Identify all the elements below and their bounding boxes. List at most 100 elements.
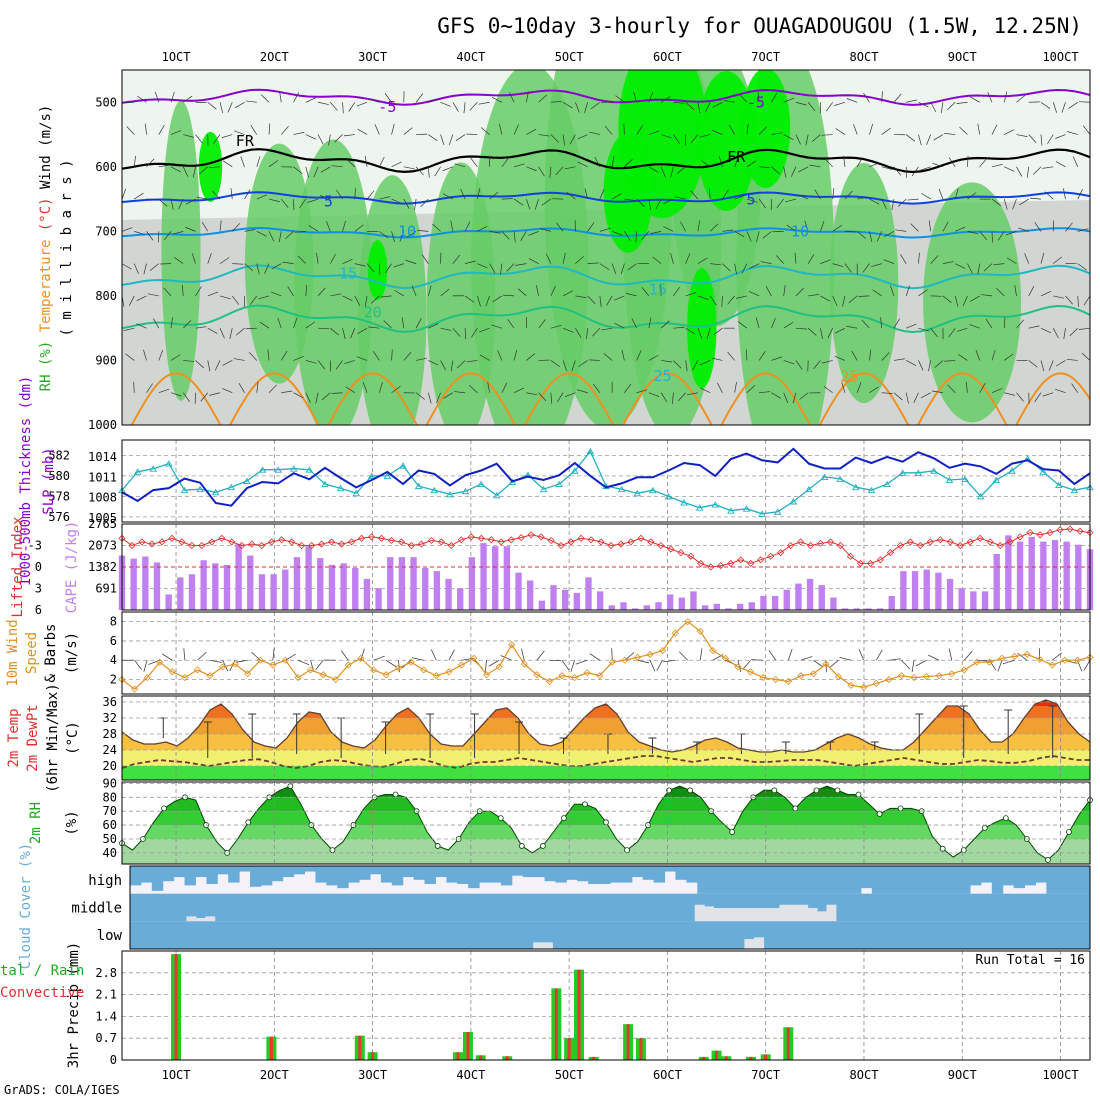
cape-bar (387, 557, 394, 610)
rh-point (603, 819, 609, 826)
wind-barb (368, 98, 380, 103)
wind-barb (706, 328, 711, 339)
precip-convective-bar (786, 1027, 790, 1060)
thickness-tick-label: 578 (48, 489, 70, 503)
wind-barb (182, 166, 189, 177)
cape-bar (562, 589, 569, 610)
temp-tick-label: 32 (103, 711, 117, 725)
wind-barb (663, 198, 674, 205)
li-point (238, 541, 246, 550)
wind-barb (195, 134, 203, 144)
wind10m-point (784, 677, 792, 686)
wind-barb (776, 198, 784, 208)
x-tick-label-bottom: 10OCT (1042, 1068, 1078, 1082)
wind-barb (722, 229, 734, 232)
wind-barb (633, 91, 637, 103)
li-point (707, 563, 715, 571)
wind-barb (421, 254, 429, 264)
cape-bar (631, 608, 639, 610)
isotherm-5 (122, 191, 1090, 205)
wind-barb (955, 263, 966, 269)
wind-barb (469, 384, 478, 393)
wind-barb (685, 292, 697, 297)
wind-barb (428, 323, 439, 329)
wind-barb (293, 356, 304, 361)
cloud-cell-high (522, 866, 535, 878)
x-tick-label-top: 7OCT (751, 50, 780, 64)
wind-barb (842, 295, 846, 307)
wind10m-point (1011, 652, 1019, 660)
thickness-point (976, 493, 985, 500)
rh-point (518, 843, 525, 849)
wind-barb (685, 327, 696, 335)
wind-barb (611, 155, 615, 167)
pressure-tick-label: 700 (95, 224, 117, 238)
wind-barb (575, 102, 580, 113)
wind-barb (967, 231, 979, 235)
wind10m-barb (1017, 652, 1028, 661)
wind-barb (746, 123, 749, 135)
wind-barb (893, 392, 903, 401)
cloud-cell-high (1024, 866, 1036, 886)
thickness-point (789, 498, 798, 505)
wind-barb (880, 317, 883, 329)
x-tick-label-bottom: 5OCT (555, 1068, 584, 1082)
cape-bar (935, 572, 942, 610)
wind-barb (663, 226, 674, 232)
rh-band (122, 838, 1090, 864)
wind-barb (771, 166, 780, 175)
wind-barb (823, 385, 833, 394)
cloud-cell-high (380, 866, 393, 883)
wind-barb (938, 188, 944, 200)
wind-barb (466, 360, 478, 363)
li-point (298, 541, 306, 550)
wind-barb (760, 261, 772, 264)
wind-barb (700, 387, 711, 394)
wind-barb (122, 392, 123, 393)
wind-barb (578, 360, 588, 367)
thickness-point (570, 467, 579, 474)
wind-barb (856, 382, 862, 393)
wind10m-barb (385, 659, 397, 668)
wind-barb (1063, 328, 1066, 340)
wind-barb (200, 392, 209, 402)
wind-barb (918, 101, 929, 108)
wind-barb (710, 263, 722, 266)
wind-barb (934, 360, 944, 368)
wind-barb (123, 327, 135, 331)
wind-barb (452, 102, 459, 112)
wind-barb (1071, 383, 1079, 393)
wind-barb (477, 295, 481, 307)
wind10m-point (143, 674, 151, 682)
precip-legend-convective: Convective (0, 985, 84, 1001)
wind-barb (944, 360, 956, 362)
wind-barb (856, 231, 866, 239)
cape-bar (690, 591, 697, 610)
wind-barb (146, 198, 158, 201)
wind-barb (260, 94, 270, 103)
cape-bar (398, 557, 406, 610)
slp-tick-label: 1008 (88, 491, 117, 505)
rh-point (939, 845, 946, 852)
thickness-point (305, 466, 314, 473)
wind10m-point (307, 666, 315, 674)
wind-barb (804, 220, 809, 232)
wind-barb (832, 263, 844, 268)
li-point (178, 538, 186, 546)
wind-barb (492, 295, 503, 303)
rh-point (582, 801, 588, 808)
wind-barb (948, 327, 956, 338)
wind-barb (795, 287, 804, 297)
cloud-cell-high (817, 866, 829, 894)
wind-barb (648, 166, 659, 173)
wind-barb (448, 134, 454, 146)
li-point (437, 538, 445, 546)
wind-barb (550, 360, 561, 368)
wind-barb (463, 102, 466, 114)
cloud-cell-high (555, 866, 567, 883)
wind-barb (379, 231, 389, 239)
wind-barb (762, 231, 772, 239)
isotherm-label: 15 (339, 264, 357, 282)
wind-barb (587, 222, 595, 232)
precip-convective-bar (715, 1050, 719, 1060)
